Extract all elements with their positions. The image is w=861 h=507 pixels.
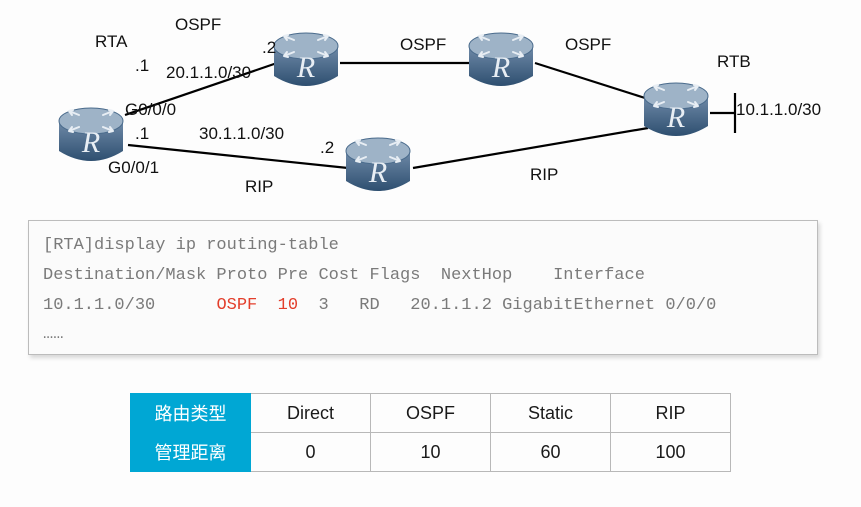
router-label: RTA — [95, 32, 127, 52]
table-col: OSPF — [371, 394, 491, 433]
diagram-label: OSPF — [175, 15, 221, 35]
svg-text:R: R — [81, 126, 100, 159]
cli-line4: …… — [43, 325, 63, 344]
diagram-label: RIP — [530, 165, 558, 185]
network-link — [535, 63, 645, 98]
table-row-header: 路由类型 — [131, 394, 251, 433]
admin-distance-table: 路由类型 Direct OSPF Static RIP 管理距离 0 10 60… — [130, 393, 731, 472]
table-val: 60 — [491, 433, 611, 472]
router-label: RTB — [717, 52, 751, 72]
diagram-label: .2 — [262, 38, 276, 58]
diagram-label: 10.1.1.0/30 — [736, 100, 821, 120]
svg-text:R: R — [368, 156, 387, 189]
diagram-label: .1 — [135, 56, 149, 76]
table-col: Direct — [251, 394, 371, 433]
cli-output: [RTA]display ip routing-table Destinatio… — [28, 220, 818, 355]
table-val: 10 — [371, 433, 491, 472]
diagram-label: OSPF — [565, 35, 611, 55]
diagram-label: G0/0/0 — [125, 100, 176, 120]
cli-line3-pre: 10.1.1.0/30 — [43, 296, 216, 315]
diagram-label: .2 — [320, 138, 334, 158]
router-r1: R — [270, 30, 342, 92]
table-val: 0 — [251, 433, 371, 472]
diagram-label: .1 — [135, 124, 149, 144]
svg-text:R: R — [296, 51, 315, 84]
table-val: 100 — [611, 433, 731, 472]
cli-line1: [RTA]display ip routing-table — [43, 236, 339, 255]
cli-line3-post: 3 RD 20.1.1.2 GigabitEthernet 0/0/0 — [298, 296, 716, 315]
network-link — [128, 145, 348, 168]
svg-text:R: R — [491, 51, 510, 84]
table-col: RIP — [611, 394, 731, 433]
cli-line2: Destination/Mask Proto Pre Cost Flags Ne… — [43, 266, 645, 285]
table-row-header: 管理距离 — [131, 433, 251, 472]
svg-text:R: R — [666, 101, 685, 134]
diagram-label: RIP — [245, 177, 273, 197]
diagram-label: OSPF — [400, 35, 446, 55]
router-r2: R — [465, 30, 537, 92]
network-link — [710, 93, 735, 133]
router-rtb: R — [640, 80, 712, 142]
table-col: Static — [491, 394, 611, 433]
router-r3: R — [342, 135, 414, 197]
diagram-label: 30.1.1.0/30 — [199, 124, 284, 144]
diagram-label: G0/0/1 — [108, 158, 159, 178]
cli-line3-red: OSPF 10 — [216, 296, 298, 315]
network-diagram: R RTA R — [0, 0, 861, 215]
network-link — [413, 128, 648, 168]
diagram-label: 20.1.1.0/30 — [166, 63, 251, 83]
